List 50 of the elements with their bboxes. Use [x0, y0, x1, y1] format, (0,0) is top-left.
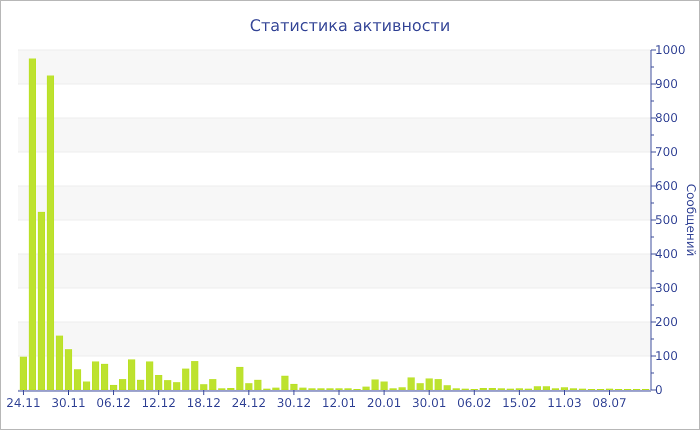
y-tick-label: 800 [655, 111, 678, 126]
x-tick-label: 30.01 [412, 396, 446, 410]
x-tick-label: 15.02 [502, 396, 537, 410]
bar [560, 387, 568, 390]
x-tick-label: 06.02 [457, 396, 492, 410]
bar [542, 386, 550, 390]
x-tick-label: 30.12 [276, 396, 312, 410]
x-tick-label: 24.11 [6, 396, 41, 410]
bar [46, 76, 54, 390]
y-tick-label: 700 [655, 145, 678, 160]
chart-title: Статистика активности [250, 16, 450, 35]
x-tick-label: 30.11 [51, 396, 86, 410]
y-tick-label: 600 [655, 179, 678, 194]
x-tick-label: 12.12 [141, 396, 176, 410]
x-tick-label: 20.01 [366, 396, 402, 410]
x-tick-label: 12.01 [322, 396, 356, 410]
bar [92, 361, 100, 390]
y-axis-title: Сообщений [684, 184, 698, 256]
y-tick-label: 300 [655, 281, 678, 296]
bar [38, 212, 46, 390]
y-tick-label: 100 [655, 349, 678, 364]
bar [20, 356, 28, 390]
x-tick-label: 24.12 [232, 396, 266, 410]
bar [398, 387, 406, 390]
bar [380, 382, 388, 390]
y-tick-label: 500 [655, 213, 678, 228]
y-tick-label: 200 [655, 315, 678, 330]
x-tick-label: 11.03 [547, 396, 582, 410]
bar [281, 376, 289, 390]
bar [56, 336, 64, 390]
x-tick-label: 08.07 [592, 396, 627, 410]
bar [118, 379, 126, 390]
bar [28, 58, 36, 390]
bar [64, 349, 72, 390]
y-tick-label: 400 [655, 247, 678, 262]
bar [100, 364, 108, 390]
bar [128, 359, 136, 390]
bar [110, 384, 118, 390]
bar [371, 379, 379, 390]
bar [290, 384, 298, 390]
x-tick-label: 18.12 [186, 396, 221, 410]
bar [74, 369, 82, 390]
bar [82, 382, 90, 390]
bar [534, 386, 541, 390]
y-tick-label: 900 [655, 77, 678, 92]
y-tick-label: 0 [655, 383, 663, 398]
y-tick-label: 1000 [655, 43, 686, 58]
x-tick-label: 06.12 [96, 396, 131, 410]
bar [137, 380, 144, 390]
bar [362, 386, 370, 390]
